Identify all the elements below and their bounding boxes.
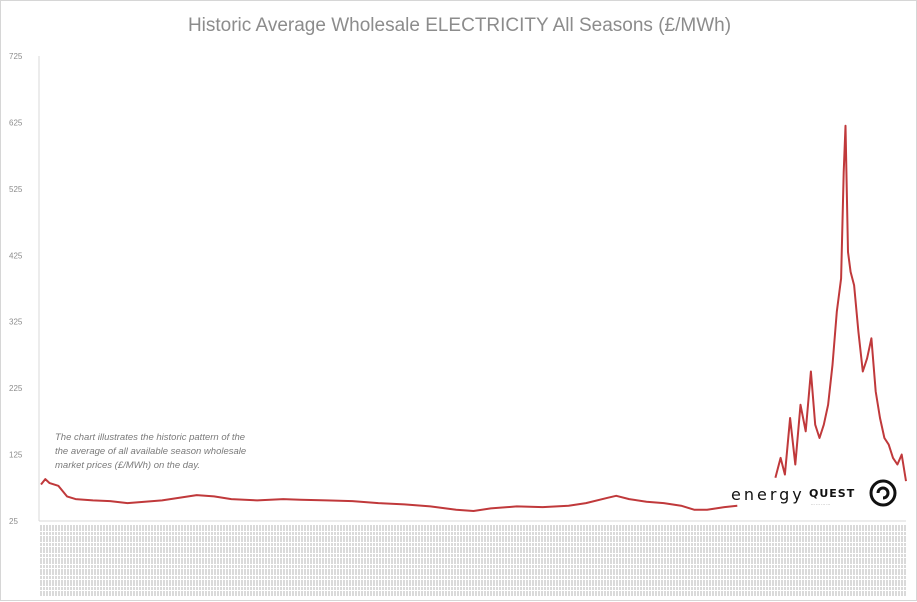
series-line-1 [774,124,907,482]
logo-tagline: ... ... ... ... [811,501,831,506]
y-tick-label: 525 [9,185,23,194]
y-tick-label: 125 [9,451,23,460]
energyquest-logo: energy QUEST ... ... ... ... [731,479,901,509]
swirl-logo-icon [869,479,897,507]
y-tick-label: 325 [9,318,23,327]
chart-title: Historic Average Wholesale ELECTRICITY A… [187,15,732,36]
logo-quest: QUEST [809,487,856,500]
series-line-0 [40,478,738,512]
y-tick-label: 425 [9,251,23,260]
y-tick-label: 625 [9,118,23,127]
y-tick-label: 25 [9,517,18,526]
logo-word: energy [731,485,805,504]
y-tick-label: 225 [9,384,23,393]
chart-annotation: The chart illustrates the historic patte… [55,432,247,471]
y-tick-label: 725 [9,52,23,61]
